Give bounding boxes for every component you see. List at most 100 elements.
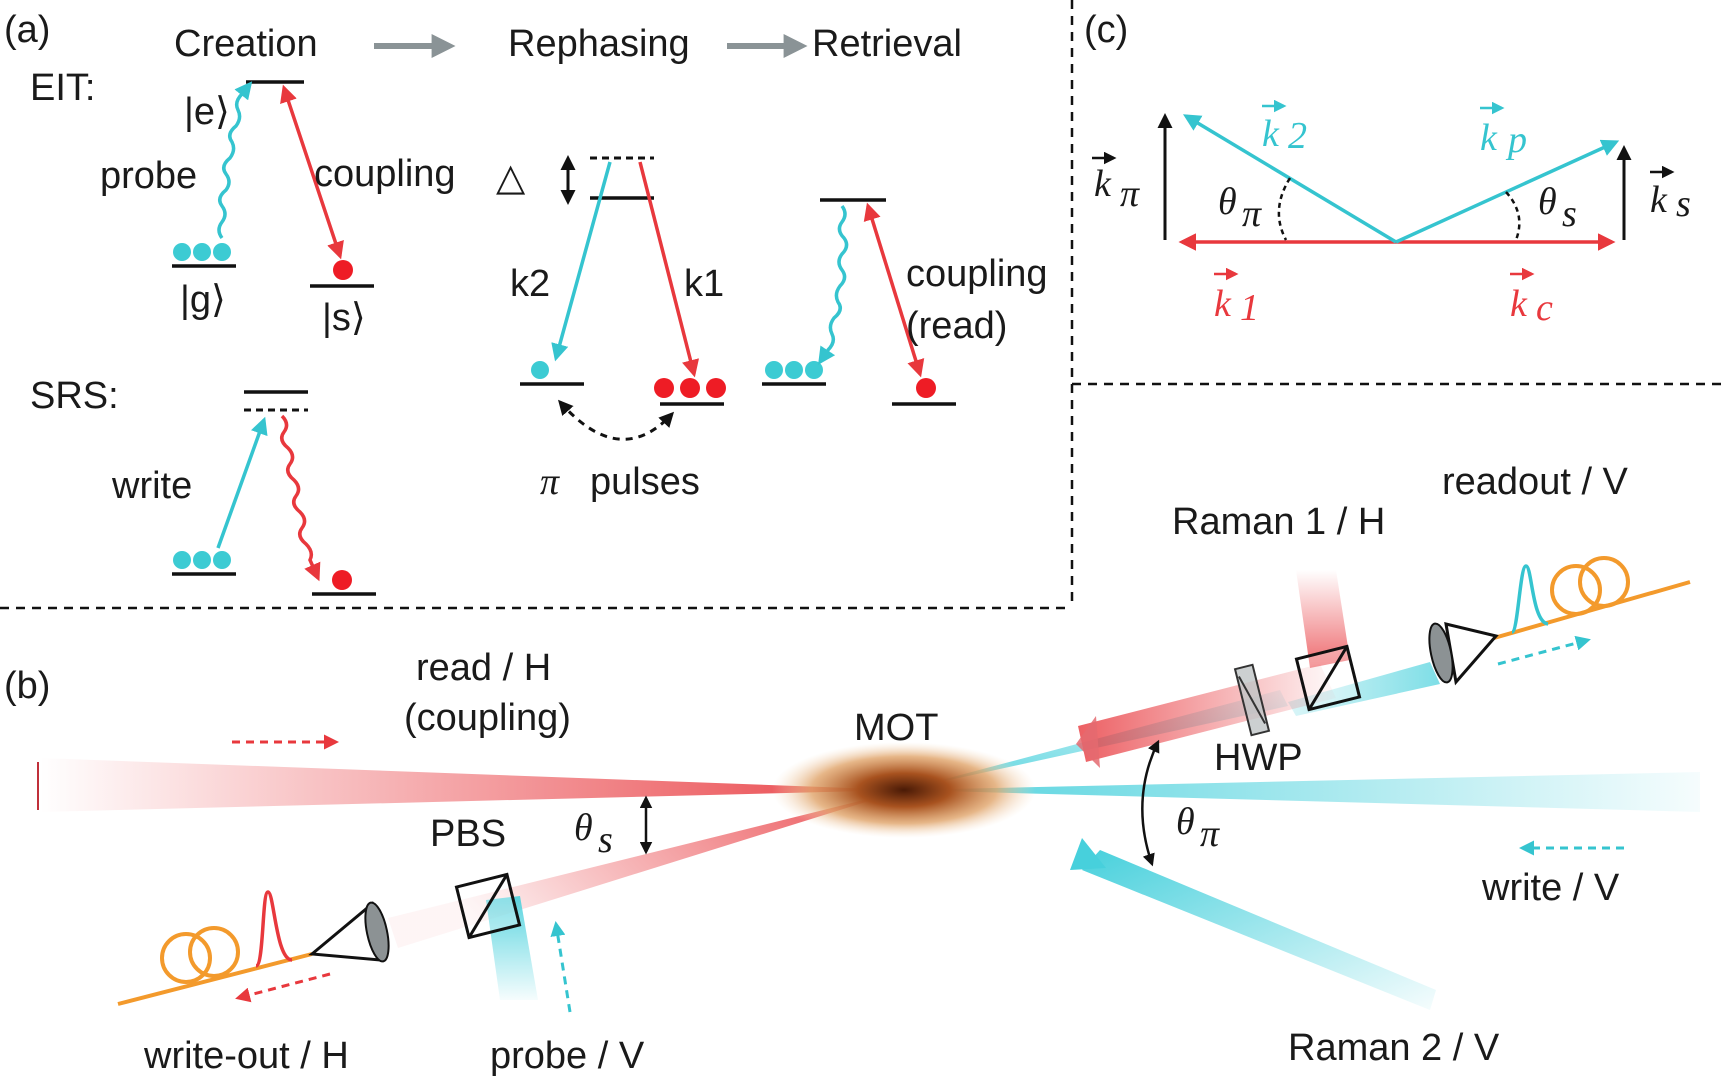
stage-retrieval: Retrieval [812, 23, 962, 65]
panel-b-tag: (b) [4, 665, 50, 707]
coupling-arrow [280, 84, 344, 260]
eit-label: EIT: [30, 67, 95, 109]
write-out-label: write-out / H [143, 1035, 349, 1077]
stage-rephasing: Rephasing [508, 23, 690, 65]
svg-text:π: π [1200, 813, 1220, 855]
atom [805, 361, 823, 379]
svg-text:θ: θ [1218, 181, 1237, 223]
svg-text:k: k [1214, 283, 1232, 325]
pi-symbol: π [540, 461, 560, 503]
hwp [1233, 663, 1271, 737]
svg-text:s: s [598, 819, 613, 861]
atom [193, 551, 211, 569]
theta-s-arc [1505, 191, 1521, 241]
atom [213, 243, 231, 261]
raman2-arrowhead [1070, 838, 1106, 870]
readout-coupler [1428, 622, 1499, 686]
readout-direction-arrow [1497, 635, 1591, 666]
svg-text:s: s [1562, 193, 1577, 235]
atom [916, 378, 936, 398]
atom [531, 361, 549, 379]
k2-vector-label: k 2 [1262, 99, 1307, 157]
readout-label: readout / V [1442, 461, 1629, 503]
svg-text:π: π [1120, 173, 1140, 215]
read-h-label: read / H [416, 647, 551, 689]
theta-s-label: θ s [1538, 181, 1577, 235]
kp-vector-label: k p [1480, 101, 1527, 161]
raman1-arrowhead [1076, 716, 1100, 768]
write-v-label: write / V [1481, 867, 1620, 909]
atom [680, 378, 700, 398]
k2-label: k2 [510, 263, 550, 305]
atom [332, 570, 352, 590]
theta-pi-arc [1277, 177, 1292, 241]
probe-label: probe [100, 155, 197, 197]
probe-beam [486, 896, 538, 1000]
svg-text:θ: θ [574, 807, 593, 849]
coupling-read-label-2: (read) [906, 305, 1007, 347]
k1-vector-label: k 1 [1214, 267, 1259, 329]
panel-a-tag: (a) [4, 9, 50, 51]
srs-label: SRS: [30, 375, 119, 417]
atom [213, 551, 231, 569]
mot-label: MOT [854, 707, 938, 749]
panel-a: (a) Creation Rephasing Retrieval EIT: |e… [4, 9, 1048, 596]
write-out-fiber [117, 890, 313, 1006]
svg-text:c: c [1536, 287, 1553, 329]
svg-text:k: k [1480, 117, 1498, 159]
theta-pi-label: θ π [1218, 181, 1262, 235]
mot-cloud [772, 742, 1036, 838]
coupling-label: coupling [314, 153, 456, 195]
stage-creation: Creation [174, 23, 318, 65]
svg-text:2: 2 [1288, 115, 1307, 157]
svg-text:π: π [1242, 193, 1262, 235]
write-label: write [111, 465, 192, 507]
svg-text:s: s [1676, 183, 1691, 225]
readout-output-beam [1288, 662, 1440, 716]
read-coupling-label: (coupling) [404, 697, 571, 739]
atom [173, 551, 191, 569]
theta-pi-arrow [1141, 739, 1160, 867]
pbs-label: PBS [430, 813, 506, 855]
write-out-direction-arrow [235, 972, 331, 1003]
panel-b: (b) MOT θ s θ π [4, 461, 1700, 1077]
k2-vector [1182, 114, 1397, 244]
state-s-label: |s⟩ [322, 297, 366, 339]
state-e-label: |e⟩ [184, 91, 230, 133]
kc-vector-label: k c [1510, 267, 1553, 329]
k1-label: k1 [684, 263, 724, 305]
read-coupling-arrow [863, 202, 925, 378]
pulses-label: pulses [590, 461, 700, 503]
kpi-label: k π [1092, 151, 1140, 215]
pbs-right [1294, 644, 1362, 712]
write-beam [904, 772, 1700, 812]
atom [706, 378, 726, 398]
pbs-left [454, 872, 522, 940]
k2-arrow [551, 161, 612, 362]
svg-text:k: k [1510, 283, 1528, 325]
svg-text:k: k [1262, 113, 1280, 155]
atom [333, 260, 353, 280]
raman1-beam [1296, 570, 1350, 668]
svg-text:1: 1 [1240, 287, 1259, 329]
panel-dividers [0, 0, 1728, 610]
svg-text:θ: θ [1538, 181, 1557, 223]
stokes-arrow [280, 414, 321, 582]
state-g-label: |g⟩ [180, 279, 226, 321]
write-arrow [216, 416, 268, 549]
raman2-beam [1082, 850, 1436, 1010]
raman1-reflected-beam [1078, 664, 1336, 762]
hwp-label: HWP [1214, 737, 1303, 779]
ks-vector-label: k s [1650, 165, 1691, 225]
atom [785, 361, 803, 379]
atom [765, 361, 783, 379]
probe-direction-arrow [550, 921, 572, 1013]
theta-pi-label: θ π [1176, 801, 1220, 855]
raman1-label: Raman 1 / H [1172, 501, 1385, 543]
svg-text:θ: θ [1176, 801, 1195, 843]
coupling-read-label-1: coupling [906, 253, 1048, 295]
theta-s-label: θ s [574, 807, 613, 861]
pi-pulse-arrow [558, 399, 675, 441]
svg-text:k: k [1094, 163, 1112, 205]
